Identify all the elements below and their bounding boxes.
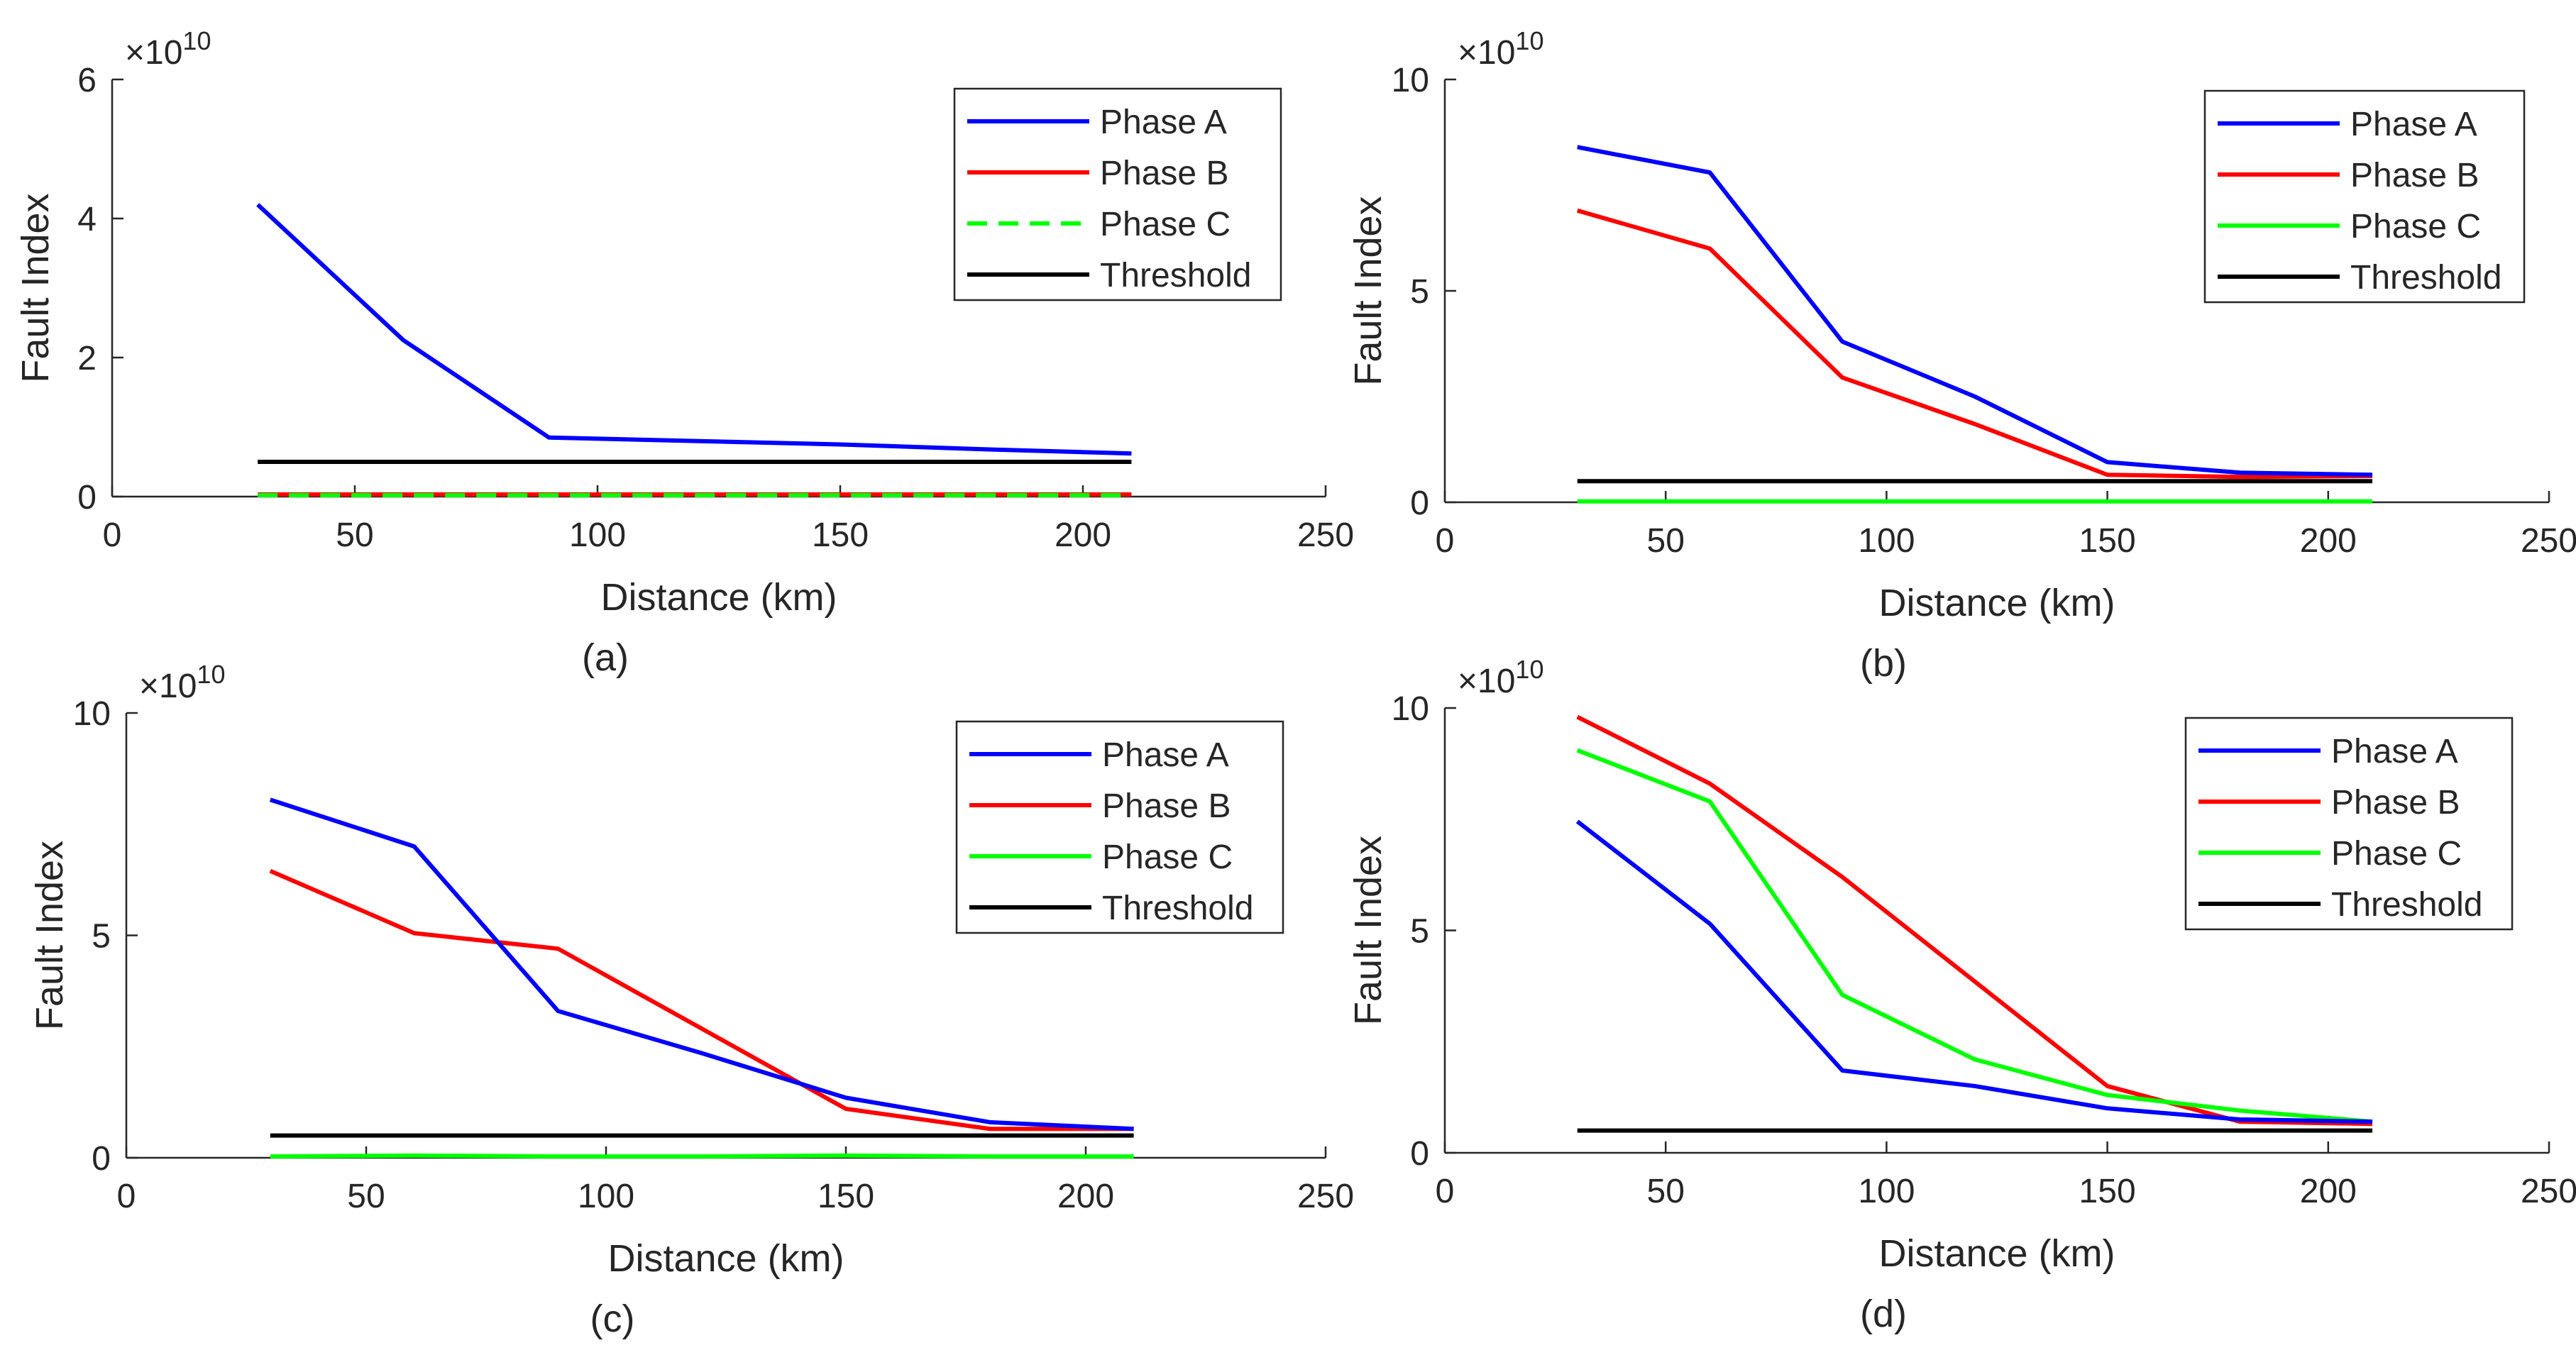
y-tick-label: 2 xyxy=(77,340,97,377)
y-axis-label: Fault Index xyxy=(14,193,57,382)
series-line-phase-a xyxy=(1575,819,2373,1124)
x-tick-label: 150 xyxy=(818,1178,874,1215)
x-tick-label: 50 xyxy=(1647,1173,1685,1210)
legend-label-threshold: Threshold xyxy=(2331,886,2482,924)
x-tick-label: 150 xyxy=(2079,1173,2136,1210)
y-tick-label: 0 xyxy=(1410,485,1429,522)
exponent-power: 10 xyxy=(1515,655,1543,684)
exponent-power: 10 xyxy=(197,660,225,689)
x-tick-label: 0 xyxy=(1436,1173,1455,1210)
exponent-base: ×10 xyxy=(1458,663,1515,700)
series-line-phase-b xyxy=(1576,714,2373,1127)
y-tick-label: 10 xyxy=(1392,62,1429,99)
y-axis-label: Fault Index xyxy=(1347,196,1389,385)
legend-label-phase-b: Phase B xyxy=(1100,155,1228,192)
y-tick-label: 5 xyxy=(92,918,111,956)
panel-caption: (c) xyxy=(590,1298,635,1340)
legend-label-phase-a: Phase A xyxy=(2331,733,2458,770)
x-tick-label: 100 xyxy=(569,516,626,554)
x-tick-label: 250 xyxy=(2521,522,2576,560)
legend-box xyxy=(2203,89,2526,304)
y-tick-label: 4 xyxy=(77,201,97,238)
exponent-base: ×10 xyxy=(1458,34,1515,72)
y-axis-label: Fault Index xyxy=(1347,836,1389,1025)
exponent-label: ×1010 xyxy=(1458,26,1543,72)
legend-label-phase-c: Phase C xyxy=(1100,206,1231,243)
series-line-phase-a xyxy=(256,203,1132,456)
legend-label-threshold: Threshold xyxy=(1100,257,1251,294)
x-tick-label: 250 xyxy=(2521,1173,2576,1210)
x-tick-label: 0 xyxy=(1436,522,1455,560)
y-tick-label: 10 xyxy=(1392,690,1429,728)
panel-caption: (b) xyxy=(1860,642,1907,685)
panel-caption: (a) xyxy=(582,636,629,679)
series-line-phase-b xyxy=(269,868,1134,1132)
x-tick-label: 0 xyxy=(117,1178,136,1215)
x-tick-label: 0 xyxy=(103,516,122,554)
chart-panel-1: 0 50 100 150 200 250 0 2 4 6 ×1010 Distance (km) Fau… xyxy=(14,26,1354,679)
x-tick-label: 50 xyxy=(1647,522,1685,560)
y-tick-label: 0 xyxy=(1410,1135,1429,1173)
x-axis-label: Distance (km) xyxy=(600,576,837,619)
x-tick-label: 100 xyxy=(1858,522,1915,560)
x-axis-label: Distance (km) xyxy=(607,1237,844,1280)
legend-box xyxy=(953,87,1282,302)
x-axis-label: Distance (km) xyxy=(1878,1232,2115,1275)
y-tick-label: 0 xyxy=(77,479,97,516)
legend-label-threshold: Threshold xyxy=(1102,890,1253,927)
series-line-phase-a xyxy=(1577,145,2373,477)
x-tick-label: 50 xyxy=(347,1178,385,1215)
exponent-power: 10 xyxy=(182,26,211,55)
y-tick-label: 5 xyxy=(1410,273,1429,311)
legend-box xyxy=(2184,717,2514,931)
legend-label-phase-a: Phase A xyxy=(1100,104,1227,141)
series-line-phase-c xyxy=(1576,748,2373,1124)
series-line-phase-a xyxy=(269,797,1134,1132)
series-line-phase-b xyxy=(1576,208,2373,480)
exponent-base: ×10 xyxy=(139,668,197,705)
exponent-label: ×1010 xyxy=(1458,655,1543,700)
legend-label-phase-b: Phase B xyxy=(2350,157,2479,194)
exponent-label: ×1010 xyxy=(125,26,211,72)
legend-label-phase-c: Phase C xyxy=(1102,839,1233,876)
legend-label-phase-c: Phase C xyxy=(2331,835,2462,873)
x-tick-label: 150 xyxy=(812,516,869,554)
legend-label-phase-a: Phase A xyxy=(1102,736,1229,774)
y-tick-label: 0 xyxy=(92,1140,111,1178)
x-tick-label: 200 xyxy=(2300,1173,2357,1210)
legend-box xyxy=(955,720,1284,934)
x-tick-label: 200 xyxy=(2300,522,2357,560)
x-tick-label: 100 xyxy=(1858,1173,1915,1210)
x-tick-label: 250 xyxy=(1297,516,1354,554)
y-axis-label: Fault Index xyxy=(28,841,71,1030)
exponent-base: ×10 xyxy=(125,34,182,72)
exponent-power: 10 xyxy=(1515,26,1543,55)
x-tick-label: 200 xyxy=(1057,1178,1114,1215)
x-tick-label: 50 xyxy=(336,516,373,554)
legend-label-threshold: Threshold xyxy=(2350,259,2501,297)
legend-label-phase-a: Phase A xyxy=(2350,106,2477,143)
panel-caption: (d) xyxy=(1860,1293,1907,1335)
legend-label-phase-b: Phase B xyxy=(1102,787,1231,825)
y-tick-label: 6 xyxy=(77,62,97,99)
y-tick-label: 5 xyxy=(1410,913,1429,951)
legend-label-phase-b: Phase B xyxy=(2331,784,2460,822)
x-axis-label: Distance (km) xyxy=(1878,582,2115,624)
y-tick-label: 10 xyxy=(73,695,111,733)
x-tick-label: 100 xyxy=(578,1178,634,1215)
exponent-label: ×1010 xyxy=(139,660,225,705)
x-tick-label: 200 xyxy=(1055,516,1111,554)
x-tick-label: 250 xyxy=(1297,1178,1354,1215)
legend-label-phase-c: Phase C xyxy=(2350,208,2481,245)
x-tick-label: 150 xyxy=(2079,522,2136,560)
